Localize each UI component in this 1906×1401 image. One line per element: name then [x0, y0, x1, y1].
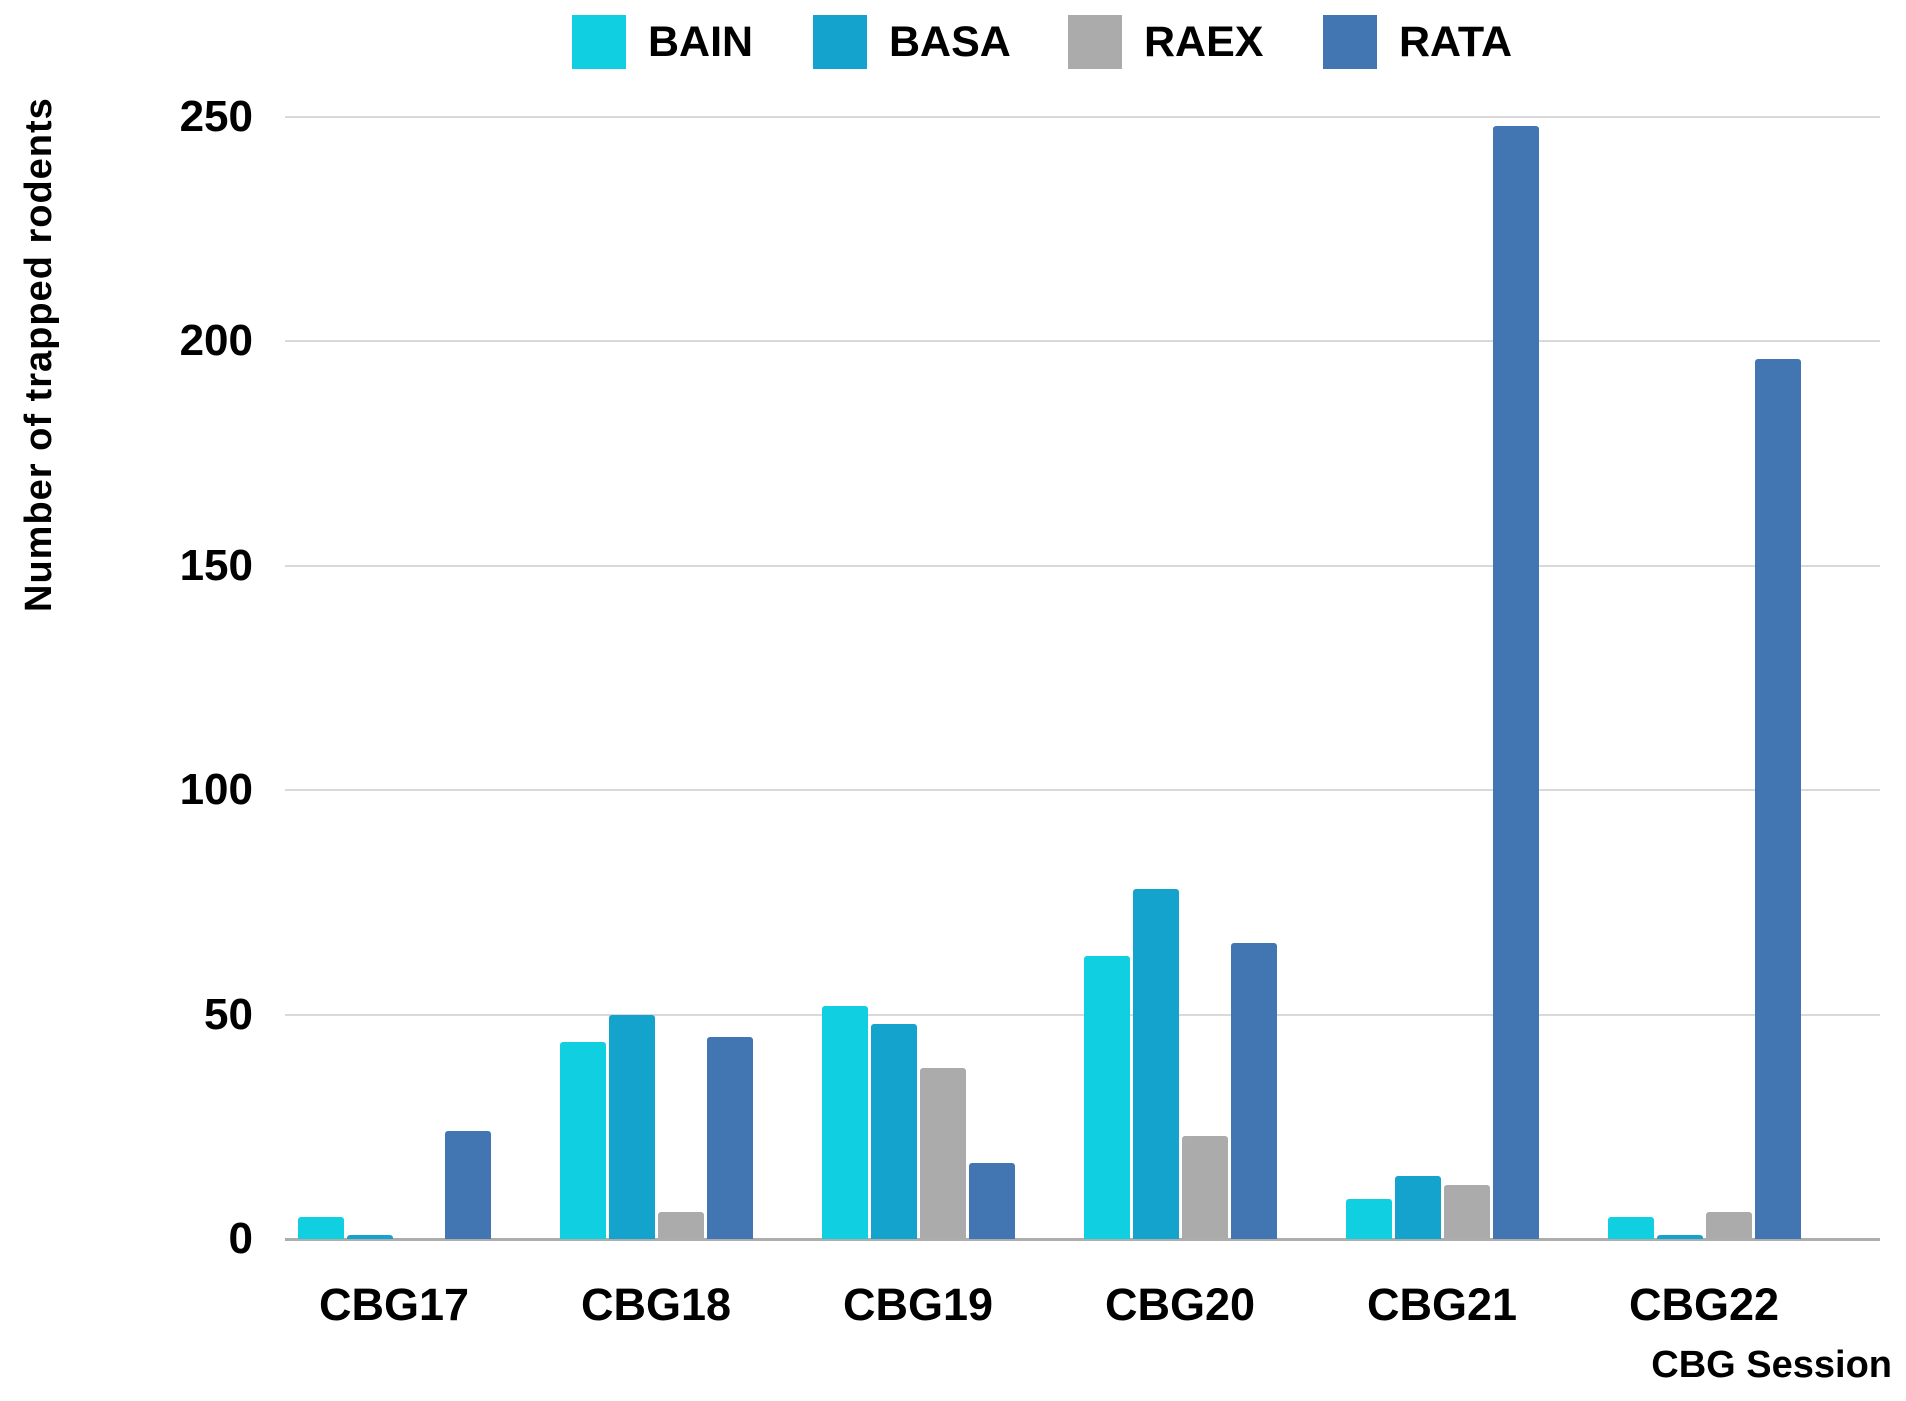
x-category-label-cbg21: CBG21 — [1366, 1279, 1518, 1330]
y-axis-title: Number of trapped rodents — [18, 97, 60, 613]
bar-bain-cbg22 — [1608, 1217, 1654, 1239]
bar-raex-cbg20 — [1182, 1136, 1228, 1239]
bar-basa-cbg20 — [1133, 889, 1179, 1239]
y-tick-label-150: 150 — [179, 541, 253, 590]
gridline-100 — [285, 789, 1880, 791]
bar-basa-cbg19 — [871, 1024, 917, 1239]
bar-basa-cbg22 — [1657, 1235, 1703, 1239]
gridline-150 — [285, 565, 1880, 567]
bar-bain-cbg20 — [1084, 956, 1130, 1239]
legend-label-basa: BASA — [889, 18, 1011, 66]
bar-basa-cbg21 — [1395, 1176, 1441, 1239]
gridline-200 — [285, 340, 1880, 342]
y-tick-label-200: 200 — [179, 316, 253, 365]
y-tick-label-50: 50 — [204, 990, 253, 1039]
bar-rata-cbg21 — [1493, 126, 1539, 1239]
bar-bain-cbg19 — [822, 1006, 868, 1239]
x-category-label-cbg17: CBG17 — [318, 1279, 470, 1330]
legend-swatch-bain — [572, 15, 626, 69]
gridline-50 — [285, 1014, 1880, 1016]
legend-item-bain: BAIN — [572, 14, 753, 70]
x-category-label-cbg22: CBG22 — [1628, 1279, 1780, 1330]
legend-label-raex: RAEX — [1144, 18, 1264, 66]
x-axis-title: CBG Session — [1651, 1344, 1892, 1386]
legend-item-rata: RATA — [1323, 14, 1512, 70]
bar-bain-cbg18 — [560, 1042, 606, 1239]
legend-swatch-raex — [1068, 15, 1122, 69]
bar-basa-cbg18 — [609, 1015, 655, 1239]
x-category-label-cbg20: CBG20 — [1104, 1279, 1256, 1330]
bar-bain-cbg21 — [1346, 1199, 1392, 1239]
bar-raex-cbg19 — [920, 1068, 966, 1239]
bar-basa-cbg17 — [347, 1235, 393, 1239]
bar-raex-cbg21 — [1444, 1185, 1490, 1239]
bar-bain-cbg17 — [298, 1217, 344, 1239]
legend-item-raex: RAEX — [1068, 14, 1263, 70]
bar-raex-cbg18 — [658, 1212, 704, 1239]
legend-item-basa: BASA — [813, 14, 1011, 70]
bar-rata-cbg18 — [707, 1037, 753, 1239]
legend-label-bain: BAIN — [648, 18, 754, 66]
gridline-250 — [285, 116, 1880, 118]
bar-rata-cbg20 — [1231, 943, 1277, 1239]
x-category-label-cbg18: CBG18 — [580, 1279, 732, 1330]
bar-raex-cbg22 — [1706, 1212, 1752, 1239]
legend-label-rata: RATA — [1399, 18, 1513, 66]
y-tick-label-0: 0 — [228, 1214, 253, 1263]
bar-rata-cbg19 — [969, 1163, 1015, 1239]
y-tick-label-250: 250 — [179, 92, 253, 141]
bar-rata-cbg22 — [1755, 359, 1801, 1239]
y-tick-label-100: 100 — [179, 765, 253, 814]
x-category-label-cbg19: CBG19 — [842, 1279, 994, 1330]
legend-swatch-rata — [1323, 15, 1377, 69]
legend-swatch-basa — [813, 15, 867, 69]
gridline-0 — [285, 1238, 1880, 1241]
bar-rata-cbg17 — [445, 1131, 491, 1239]
